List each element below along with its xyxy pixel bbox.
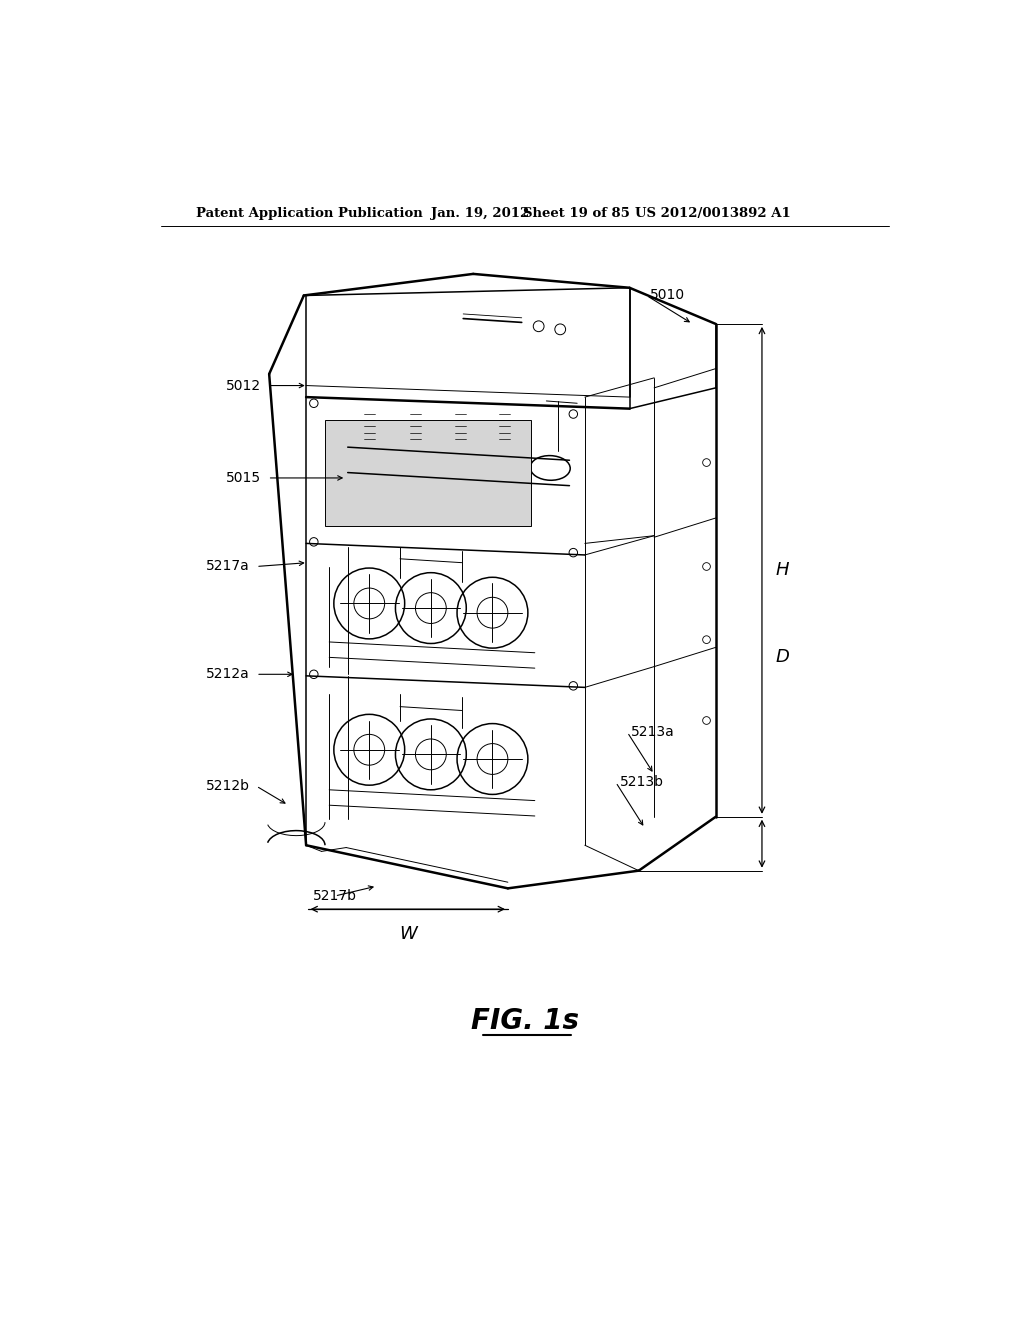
Text: 5217b: 5217b — [312, 890, 356, 903]
Text: Patent Application Publication: Patent Application Publication — [196, 207, 423, 220]
Text: 5010: 5010 — [650, 289, 685, 302]
Text: 5012: 5012 — [226, 379, 261, 392]
FancyBboxPatch shape — [325, 420, 531, 527]
Text: D: D — [776, 648, 790, 667]
Text: 5217a: 5217a — [206, 560, 250, 573]
Text: 5213b: 5213b — [620, 775, 664, 789]
Text: H: H — [776, 561, 790, 579]
Text: 5213a: 5213a — [631, 725, 675, 739]
Text: 5212a: 5212a — [206, 668, 250, 681]
Text: 5212b: 5212b — [206, 779, 250, 793]
Text: W: W — [399, 924, 417, 942]
Text: US 2012/0013892 A1: US 2012/0013892 A1 — [635, 207, 791, 220]
Text: Jan. 19, 2012: Jan. 19, 2012 — [431, 207, 529, 220]
Text: Sheet 19 of 85: Sheet 19 of 85 — [523, 207, 630, 220]
Text: 5015: 5015 — [226, 471, 261, 484]
Text: FIG. 1s: FIG. 1s — [471, 1007, 579, 1035]
